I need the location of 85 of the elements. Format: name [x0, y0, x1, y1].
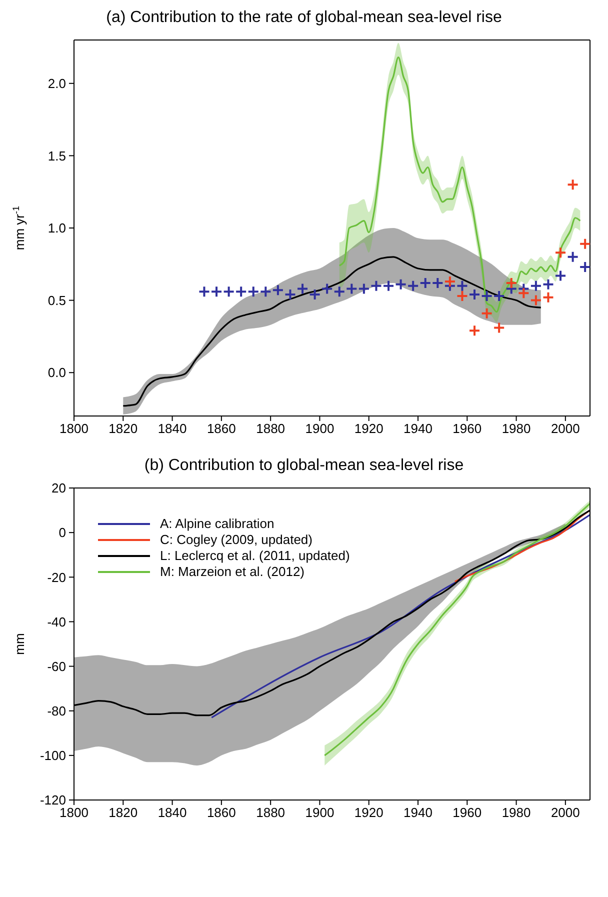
- legend-label: C: Cogley (2009, updated): [160, 532, 312, 548]
- point: [308, 288, 321, 301]
- x-tick-label: 1940: [404, 421, 432, 436]
- y-tick-label: -120: [40, 792, 66, 808]
- point: [358, 282, 370, 295]
- y-tick-label: 2.0: [48, 76, 66, 91]
- y-tick-label: -60: [47, 658, 66, 674]
- point: [554, 246, 567, 259]
- x-tick-label: 1880: [256, 421, 286, 436]
- point: [419, 276, 432, 289]
- legend-label: A: Alpine calibration: [160, 516, 274, 532]
- x-tick-label: 1860: [206, 805, 236, 820]
- chart-title: (b) Contribution to global-mean sea-level rise: [143, 456, 465, 476]
- legend-label: M: Marzeion et al. (2012): [160, 564, 305, 580]
- y-tick-label: -40: [47, 614, 66, 630]
- x-tick-label: 1920: [354, 805, 384, 820]
- x-tick-label: 2000: [550, 421, 580, 436]
- point: [530, 280, 542, 292]
- x-tick-label: 1800: [60, 421, 88, 436]
- point: [210, 286, 223, 298]
- x-tick-label: 2000: [550, 805, 580, 820]
- y-tick-label: 1.0: [48, 220, 66, 236]
- point: [456, 280, 468, 292]
- point: [518, 287, 530, 300]
- point: [394, 278, 407, 290]
- line-series: [122, 256, 542, 407]
- point: [321, 282, 334, 295]
- x-tick-label: 1840: [158, 805, 187, 820]
- y-tick-label: 0: [58, 525, 66, 540]
- point: [480, 290, 493, 302]
- y-tick-label: 0.0: [48, 365, 66, 380]
- x-tick-label: 1920: [354, 421, 384, 436]
- x-tick-label: 1960: [452, 805, 482, 820]
- x-tick-label: 1880: [256, 805, 286, 820]
- point: [579, 238, 590, 250]
- y-tick-label: 0.5: [48, 292, 66, 308]
- point: [198, 286, 210, 298]
- point: [432, 276, 444, 289]
- point: [222, 286, 235, 298]
- point: [296, 282, 309, 295]
- point: [542, 291, 554, 304]
- legend-label: L: Leclercq et al. (2011, updated): [160, 548, 350, 564]
- point: [272, 284, 284, 296]
- point: [566, 178, 579, 191]
- y-axis-title: mm: [12, 633, 27, 655]
- point: [505, 276, 518, 289]
- point: [579, 261, 590, 274]
- point: [468, 324, 481, 337]
- point: [554, 270, 567, 282]
- point: [566, 250, 579, 263]
- x-tick-label: 1900: [305, 805, 334, 820]
- point: [235, 286, 248, 298]
- x-tick-label: 1960: [452, 421, 482, 436]
- point: [382, 280, 395, 292]
- point: [284, 288, 296, 301]
- point: [247, 286, 260, 298]
- point: [260, 286, 272, 298]
- point: [444, 276, 456, 288]
- point: [480, 307, 493, 320]
- y-tick-label: -80: [47, 703, 66, 718]
- x-tick-label: 1800: [60, 805, 88, 820]
- point: [370, 280, 382, 292]
- point: [493, 322, 506, 334]
- y-tick-label: -100: [40, 748, 66, 764]
- x-tick-label: 1840: [158, 421, 187, 436]
- point: [407, 280, 420, 292]
- line-series: [454, 509, 590, 582]
- y-tick-label: 1.5: [48, 148, 66, 164]
- point: [530, 294, 542, 306]
- point: [456, 290, 468, 302]
- x-tick-label: 1940: [404, 805, 432, 820]
- chart-title: (a) Contribution to the rate of global-mean sea-level rise: [105, 8, 503, 28]
- x-tick-label: 1900: [305, 421, 334, 436]
- point: [542, 278, 554, 290]
- y-tick-label: -20: [47, 570, 66, 585]
- x-tick-label: 1980: [502, 805, 531, 820]
- point: [333, 286, 346, 298]
- x-tick-label: 1820: [108, 421, 138, 436]
- x-tick-label: 1980: [502, 421, 531, 436]
- x-tick-label: 1820: [108, 805, 138, 820]
- point: [468, 288, 481, 301]
- x-tick-label: 1860: [206, 421, 236, 436]
- y-tick-label: 20: [52, 480, 66, 496]
- point: [346, 282, 358, 295]
- point: [493, 290, 506, 302]
